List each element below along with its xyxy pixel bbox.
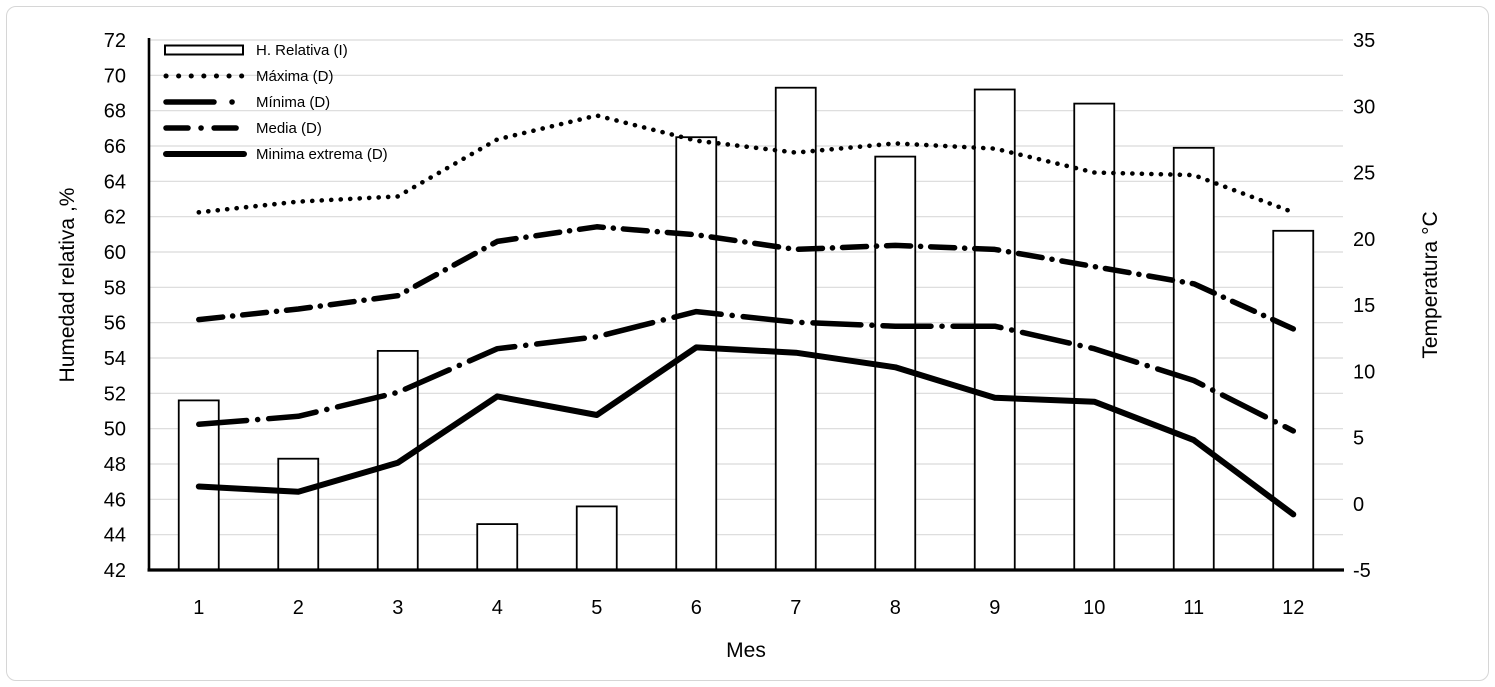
legend: H. Relativa (I) Máxima (D) Mínima (D) Me… — [163, 37, 388, 167]
y-left-tick-label: 46 — [104, 489, 126, 511]
y-left-tick-label: 68 — [104, 101, 126, 123]
humidity-bar — [973, 88, 1016, 571]
solid-line-icon — [163, 151, 247, 157]
y-right-tick-label: -5 — [1353, 560, 1371, 582]
legend-item-media: Media (D) — [163, 115, 388, 141]
x-tick-label: 8 — [890, 597, 901, 619]
humidity-bar — [575, 505, 618, 571]
humidity-bar — [277, 457, 320, 571]
legend-label: Minima extrema (D) — [256, 145, 388, 163]
x-tick-label: 12 — [1282, 597, 1304, 619]
x-tick-label: 6 — [691, 597, 702, 619]
y-left-tick-label: 70 — [104, 65, 126, 87]
y-right-tick-label: 25 — [1353, 163, 1375, 185]
dash-dot-line-icon — [163, 125, 247, 131]
long-dash-dot-line-icon — [163, 99, 247, 105]
y-right-tick-label: 30 — [1353, 96, 1375, 118]
x-axis-title: Mes — [726, 639, 766, 662]
y-left-tick-label: 64 — [104, 171, 126, 193]
y-right-tick-label: 20 — [1353, 229, 1375, 251]
x-tick-label: 3 — [392, 597, 403, 619]
y-left-tick-label: 72 — [104, 30, 126, 52]
legend-label: Media (D) — [256, 119, 322, 137]
y-left-tick-label: 56 — [104, 313, 126, 335]
legend-label: H. Relativa (I) — [256, 41, 348, 59]
humidity-bar — [1073, 102, 1116, 571]
x-tick-label: 10 — [1083, 597, 1105, 619]
legend-label: Mínima (D) — [256, 93, 331, 111]
legend-item-maxima: Máxima (D) — [163, 63, 388, 89]
humidity-bar — [774, 86, 817, 571]
legend-item-minima: Mínima (D) — [163, 89, 388, 115]
x-tick-label: 4 — [492, 597, 503, 619]
x-tick-label: 7 — [790, 597, 801, 619]
y-right-tick-label: 5 — [1353, 428, 1364, 450]
line-dotted — [196, 113, 1296, 215]
y-left-tick-label: 48 — [104, 454, 126, 476]
dotted-line-icon — [163, 73, 247, 79]
x-tick-label: 2 — [293, 597, 304, 619]
x-tick-label: 5 — [591, 597, 602, 619]
y-left-tick-label: 60 — [104, 242, 126, 264]
y-left-tick-label: 54 — [104, 348, 126, 370]
y-right-tick-label: 10 — [1353, 361, 1375, 383]
humidity-bar — [1272, 229, 1315, 571]
humidity-bar — [1172, 146, 1215, 571]
x-tick-label: 11 — [1183, 597, 1204, 619]
legend-item-h-relativa: H. Relativa (I) — [163, 37, 388, 63]
y-right-tick-label: 0 — [1353, 494, 1364, 516]
x-tick-label: 9 — [989, 597, 1000, 619]
legend-item-minima-extrema: Minima extrema (D) — [163, 141, 388, 167]
y-left-tick-label: 44 — [104, 525, 126, 547]
y-left-tick-label: 62 — [104, 207, 126, 229]
line-long-dash-dot — [196, 308, 1297, 434]
y-left-tick-label: 50 — [104, 419, 126, 441]
line-dash-dot — [196, 224, 1297, 332]
y-axis-right-title: Temperatura °C — [1419, 211, 1442, 359]
y-left-tick-label: 58 — [104, 277, 126, 299]
y-left-tick-label: 52 — [104, 383, 126, 405]
y-left-tick-label: 42 — [104, 560, 126, 582]
y-right-tick-label: 15 — [1353, 295, 1375, 317]
humidity-bar — [476, 523, 519, 571]
line-solid — [195, 344, 1297, 518]
y-left-tick-label: 66 — [104, 136, 126, 158]
y-axis-left-title: Humedad relativa ,% — [56, 187, 79, 383]
bar-swatch-icon — [164, 44, 244, 56]
legend-label: Máxima (D) — [256, 67, 334, 85]
x-tick-label: 1 — [193, 597, 204, 619]
y-right-tick-label: 35 — [1353, 30, 1375, 52]
